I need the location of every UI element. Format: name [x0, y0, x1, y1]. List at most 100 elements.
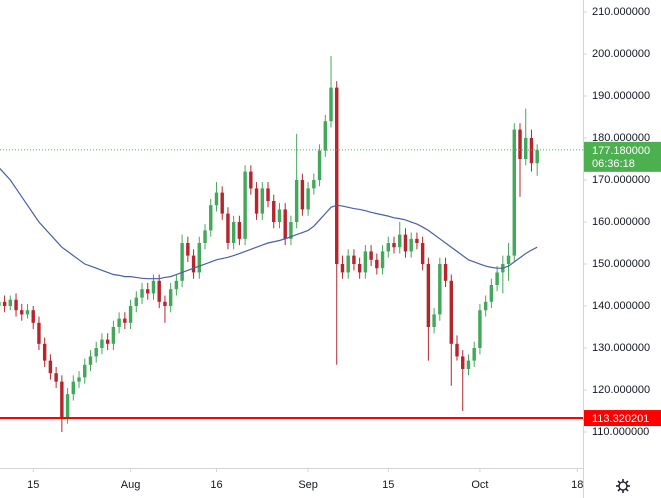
candle-body [483, 301, 488, 311]
candle-body [478, 310, 482, 349]
candle-body [346, 255, 350, 273]
candle-body [249, 171, 253, 189]
y-tick-label: 120.000000 [592, 384, 650, 396]
candle-body [77, 377, 81, 382]
candle-body [386, 243, 391, 252]
candle-body [300, 180, 305, 210]
y-tick-label: 110.000000 [592, 426, 649, 438]
candle-body [277, 209, 282, 223]
candle-body [323, 121, 328, 151]
candle-body [65, 394, 70, 418]
candle-body [111, 327, 116, 344]
candle-body [369, 251, 373, 260]
candle-body [209, 205, 213, 231]
last-price-label-bg [584, 141, 661, 172]
candle-body [254, 188, 259, 214]
candle-body [237, 222, 242, 239]
candle-body [312, 180, 316, 189]
candle-body [191, 255, 196, 273]
candle-body [226, 213, 230, 244]
candle-body [117, 318, 121, 328]
plot-area [0, 56, 583, 433]
x-tick-label: 18 [571, 479, 583, 491]
candle-body [403, 234, 408, 252]
candle-body [105, 339, 110, 344]
x-tick-label: Aug [121, 479, 141, 491]
candle-body [529, 138, 534, 164]
candle-body [506, 255, 511, 265]
candle-body [123, 318, 127, 323]
candle-body [214, 192, 219, 206]
y-tick-label: 190.000000 [592, 90, 650, 102]
settings-gear[interactable] [616, 479, 630, 493]
candle-body [432, 314, 436, 328]
countdown-label: 06:36:18 [592, 158, 635, 170]
axes: 110.000000 120.000000 130.000000 140.000000… [27, 6, 661, 491]
candle-body [443, 264, 448, 281]
candle-body [83, 364, 87, 378]
candle-body [455, 343, 459, 357]
candle-body [438, 264, 442, 315]
x-tick-label: 15 [27, 479, 39, 491]
candle-body [220, 192, 224, 214]
candle-body [317, 150, 322, 181]
candle-body [329, 87, 333, 122]
candle-body [294, 180, 299, 223]
candle-body [466, 360, 471, 370]
y-tick-label: 160.000000 [592, 216, 650, 228]
candle-body [352, 255, 356, 265]
candle-body [357, 264, 362, 273]
candle-body [231, 222, 236, 244]
candle-body [140, 289, 144, 298]
horizontal-line-label-bg [584, 410, 661, 427]
candle-body [272, 201, 276, 223]
candle-body [283, 209, 287, 239]
candle-body [289, 222, 293, 239]
candle-body [518, 129, 522, 160]
candle-body [174, 280, 179, 290]
candle-body [48, 360, 53, 374]
candle-body [8, 299, 13, 307]
candle-body [335, 87, 339, 265]
candle-body [88, 356, 93, 365]
candle-body [186, 243, 190, 256]
candle-body [409, 238, 413, 252]
candle-body [20, 310, 24, 315]
candle-body [524, 138, 528, 160]
candle-body [197, 243, 202, 273]
candle-body [449, 280, 453, 344]
y-tick-label: 200.000000 [592, 48, 650, 60]
y-tick-label: 150.000000 [592, 258, 650, 270]
candle-body [94, 348, 98, 357]
candle-body [495, 272, 499, 286]
candle-body [420, 243, 425, 265]
y-tick-label: 130.000000 [592, 342, 650, 354]
candle-body [146, 289, 150, 294]
candle-body [203, 230, 207, 244]
moving-average-line [0, 167, 538, 280]
candle-body [306, 188, 310, 210]
x-tick-label: Sep [298, 479, 318, 491]
candle-body [398, 234, 402, 248]
candle-body [100, 339, 104, 349]
candle-body [71, 381, 76, 395]
candle-body [180, 243, 184, 281]
candle-body [415, 238, 419, 244]
candle-body [128, 306, 133, 323]
x-tick-label: 15 [382, 479, 394, 491]
candle-body [31, 310, 35, 323]
candle-body [489, 285, 494, 302]
candle-body [0, 301, 1, 307]
x-tick-label: Oct [471, 479, 488, 491]
y-tick-label: 180.000000 [592, 132, 650, 144]
x-tick-label: 16 [210, 479, 222, 491]
candle-body [54, 373, 58, 382]
candle-body [472, 348, 476, 361]
candle-body [375, 259, 379, 269]
candle-body [14, 299, 18, 311]
candle-body [535, 149, 539, 164]
candle-body [243, 171, 247, 239]
y-tick-label: 210.000000 [592, 6, 650, 18]
candle-body [266, 188, 270, 202]
candle-body [363, 251, 368, 273]
